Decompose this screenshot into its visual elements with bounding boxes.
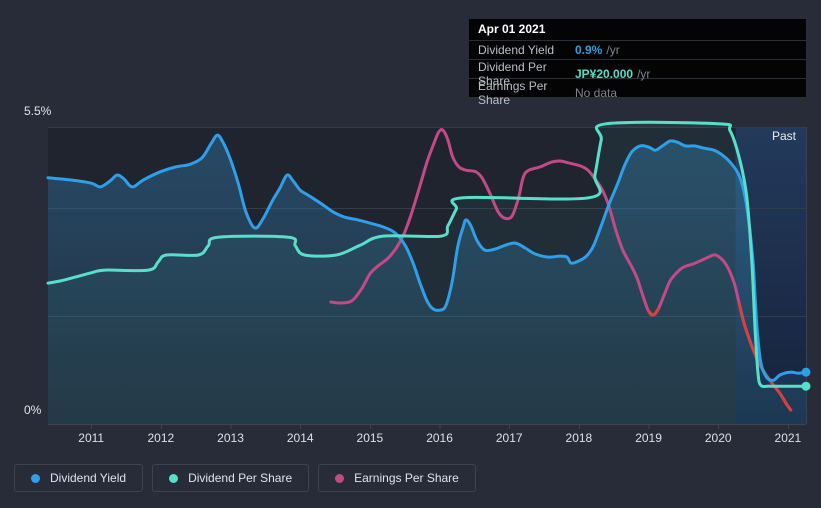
y-axis-max-label: 5.5% bbox=[24, 104, 52, 118]
earnings-per-share-dot-icon bbox=[335, 473, 345, 483]
tooltip-label: Earnings Per Share bbox=[478, 79, 548, 107]
x-tick-label: 2014 bbox=[287, 431, 314, 445]
tooltip-value: JP¥20.000 bbox=[575, 67, 634, 81]
x-tick-label: 2012 bbox=[148, 431, 175, 445]
series-end-marker bbox=[801, 381, 811, 391]
tooltip-value-cell: 0.9%/yr bbox=[575, 43, 797, 57]
tooltip-value-cell: JP¥20.000/yr bbox=[575, 67, 797, 81]
tooltip-value: 0.9% bbox=[575, 43, 603, 57]
series-dividend-yield-line bbox=[46, 133, 808, 382]
past-region-label: Past bbox=[771, 129, 796, 143]
y-axis-min-label: 0% bbox=[24, 403, 42, 417]
x-tick-label: 2021 bbox=[775, 431, 802, 445]
tooltip-row-dividend-per-share: Dividend Per Share JP¥20.000/yr bbox=[469, 60, 806, 88]
x-tick-label: 2016 bbox=[426, 431, 453, 445]
series-earnings-negative-segment bbox=[647, 307, 660, 317]
dividend-per-share-dot-icon bbox=[169, 473, 179, 483]
legend-item-dividend-per-share[interactable]: Dividend Per Share bbox=[152, 464, 310, 492]
tooltip-value: No data bbox=[575, 86, 618, 100]
legend-label: Dividend Per Share bbox=[188, 471, 293, 485]
x-tick-label: 2017 bbox=[496, 431, 523, 445]
tooltip-value-cell: No data bbox=[575, 86, 797, 100]
tooltip-row-dividend-yield: Dividend Yield 0.9%/yr bbox=[469, 41, 806, 60]
tooltip-value-suffix: /yr bbox=[606, 43, 620, 57]
x-tick-label: 2015 bbox=[357, 431, 384, 445]
tooltip-label: Dividend Yield bbox=[478, 43, 555, 57]
legend-label: Earnings Per Share bbox=[354, 471, 459, 485]
series-area-1 bbox=[48, 122, 806, 424]
x-tick-label: 2018 bbox=[566, 431, 593, 445]
tooltip-label: Dividend Per Share bbox=[478, 60, 547, 88]
x-tick-label: 2020 bbox=[705, 431, 732, 445]
series-area-0 bbox=[48, 135, 806, 424]
legend-label: Dividend Yield bbox=[50, 471, 127, 485]
tooltip-date: Apr 01 2021 bbox=[469, 19, 806, 41]
x-tick-label: 2011 bbox=[78, 431, 104, 445]
legend-item-dividend-yield[interactable]: Dividend Yield bbox=[14, 464, 144, 492]
series-earnings-per-share-line bbox=[329, 128, 793, 412]
dividend-yield-dot-icon bbox=[31, 473, 40, 483]
x-tick-label: 2019 bbox=[635, 431, 662, 445]
legend: Dividend Yield Dividend Per Share Earnin… bbox=[14, 464, 476, 492]
series-end-marker bbox=[801, 367, 811, 377]
tooltip-value-suffix: /yr bbox=[637, 67, 651, 81]
series-dividend-per-share-line bbox=[46, 120, 808, 388]
tooltip-row-earnings-per-share: Earnings Per Share No data bbox=[469, 79, 806, 107]
x-tick-label: 2013 bbox=[217, 431, 244, 445]
tooltip: Apr 01 2021 Dividend Yield 0.9%/yr Divid… bbox=[469, 19, 806, 107]
legend-item-earnings-per-share[interactable]: Earnings Per Share bbox=[318, 464, 476, 492]
